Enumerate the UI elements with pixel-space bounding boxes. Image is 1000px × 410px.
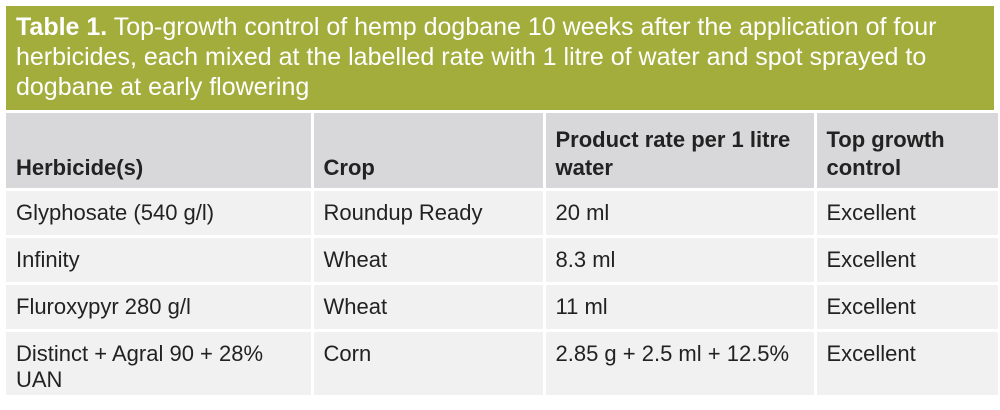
cell-product-rate: 2.85 g + 2.5 ml + 12.5% — [544, 330, 817, 398]
table-row: Distinct + Agral 90 + 28% UAN Corn 2.85 … — [6, 330, 998, 398]
cell-herbicide: Fluroxypyr 280 g/l — [6, 283, 314, 332]
cell-crop: Corn — [312, 330, 546, 398]
cell-crop: Wheat — [312, 236, 546, 285]
table-row: Glyphosate (540 g/l) Roundup Ready 20 ml… — [6, 189, 998, 238]
herbicide-table: Herbicide(s) Crop Product rate per 1 lit… — [6, 113, 998, 398]
cell-control: Excellent — [815, 189, 998, 238]
table-caption: Table 1. Top-growth control of hemp dogb… — [6, 6, 994, 110]
cell-herbicide: Glyphosate (540 g/l) — [6, 189, 314, 238]
cell-herbicide: Distinct + Agral 90 + 28% UAN — [6, 330, 314, 398]
caption-text: Top-growth control of hemp dogbane 10 we… — [16, 13, 937, 101]
cell-crop: Roundup Ready — [312, 189, 546, 238]
table-row: Infinity Wheat 8.3 ml Excellent — [6, 236, 998, 285]
cell-control: Excellent — [815, 236, 998, 285]
header-product-rate: Product rate per 1 litre water — [544, 113, 817, 191]
table-header-row: Herbicide(s) Crop Product rate per 1 lit… — [6, 113, 998, 191]
table-row: Fluroxypyr 280 g/l Wheat 11 ml Excellent — [6, 283, 998, 332]
cell-control: Excellent — [815, 283, 998, 332]
cell-product-rate: 11 ml — [544, 283, 817, 332]
header-top-growth-control: Top growth control — [815, 113, 998, 191]
cell-herbicide: Infinity — [6, 236, 314, 285]
cell-crop: Wheat — [312, 283, 546, 332]
cell-control: Excellent — [815, 330, 998, 398]
header-herbicide: Herbicide(s) — [6, 113, 314, 191]
cell-product-rate: 8.3 ml — [544, 236, 817, 285]
caption-label: Table 1. — [16, 13, 108, 41]
table-container: Herbicide(s) Crop Product rate per 1 lit… — [6, 113, 998, 408]
cell-product-rate: 20 ml — [544, 189, 817, 238]
header-crop: Crop — [312, 113, 546, 191]
